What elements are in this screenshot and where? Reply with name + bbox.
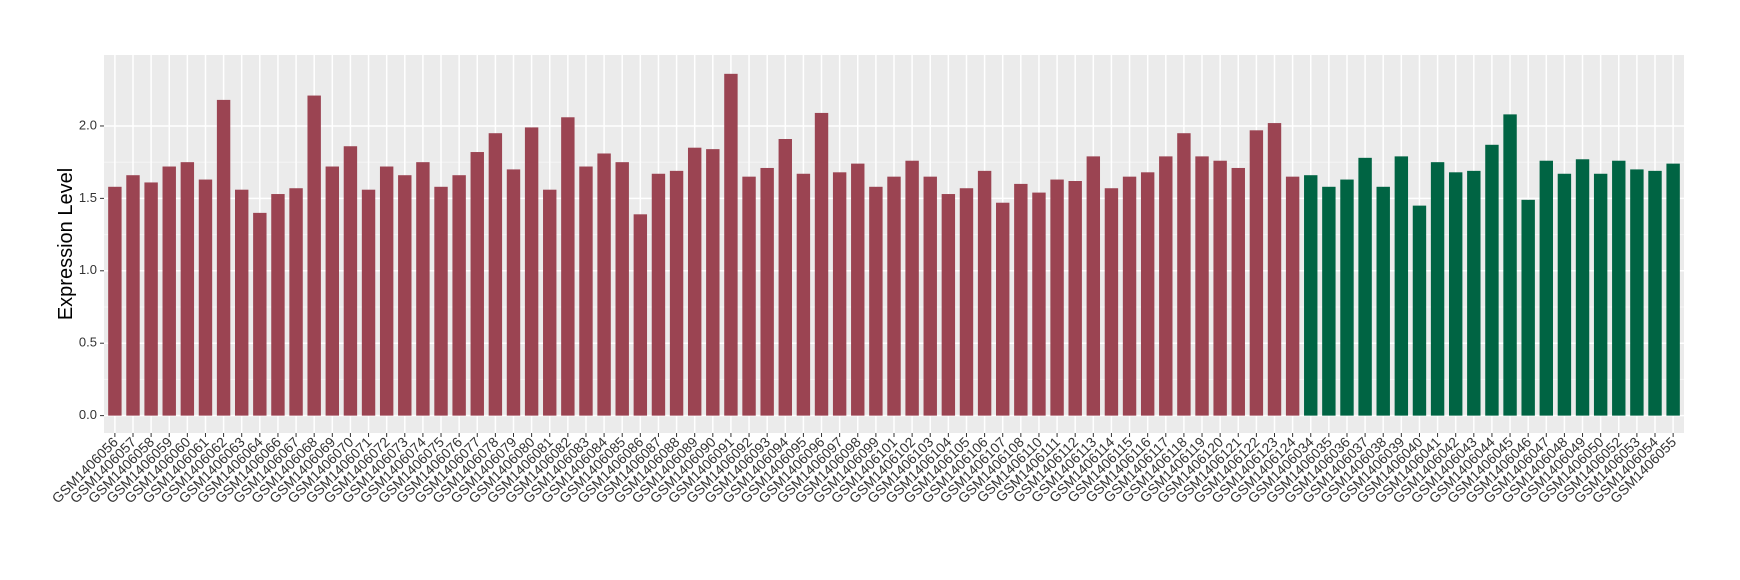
- bar: [452, 175, 466, 416]
- bar: [470, 152, 484, 416]
- bar: [1195, 156, 1209, 416]
- bar: [180, 162, 195, 416]
- bar: [1557, 173, 1572, 416]
- bar: [1503, 114, 1517, 416]
- bar: [289, 188, 303, 416]
- bar: [1412, 205, 1427, 416]
- y-tick-label: 2.0: [79, 117, 97, 132]
- bar: [996, 202, 1010, 416]
- bar: [1285, 176, 1300, 416]
- bar: [1575, 159, 1590, 416]
- bar: [1032, 192, 1046, 416]
- bar: [796, 173, 811, 416]
- y-tick-label: 1.0: [79, 262, 97, 277]
- bar: [706, 149, 720, 416]
- bar: [1249, 130, 1264, 416]
- bar: [1322, 186, 1336, 416]
- bar: [561, 117, 575, 416]
- bar: [1521, 199, 1535, 416]
- bar: [144, 182, 158, 416]
- bar: [1666, 163, 1680, 416]
- bar: [398, 175, 412, 416]
- bar: [579, 166, 593, 416]
- bar: [651, 173, 666, 416]
- bar: [1140, 172, 1155, 416]
- bar: [851, 163, 865, 416]
- bar: [687, 147, 702, 416]
- bar: [307, 95, 321, 416]
- bar: [271, 194, 285, 416]
- bar: [1177, 133, 1191, 416]
- bar: [434, 186, 448, 416]
- bar: [1267, 123, 1282, 416]
- bar: [325, 166, 340, 416]
- bar: [941, 194, 956, 416]
- bar: [488, 133, 503, 416]
- bar: [887, 176, 901, 416]
- bar: [1376, 186, 1390, 416]
- bar: [1467, 170, 1481, 416]
- bar: [1213, 160, 1227, 416]
- bar: [1068, 181, 1082, 416]
- y-tick-label: 0.5: [79, 335, 97, 350]
- bar: [1014, 183, 1028, 416]
- bar: [543, 189, 557, 416]
- bar: [235, 189, 249, 416]
- y-axis-title: Expression Level: [55, 168, 77, 320]
- bar: [814, 112, 829, 416]
- bar: [615, 162, 629, 416]
- bar: [108, 186, 122, 416]
- bar: [1122, 176, 1137, 416]
- bar: [1630, 169, 1644, 416]
- bar: [1394, 156, 1409, 416]
- bar: [977, 170, 992, 416]
- bar: [1648, 170, 1662, 416]
- bar: [1086, 156, 1101, 416]
- bar: [1448, 172, 1463, 416]
- bar: [343, 146, 358, 416]
- bar: [1593, 173, 1608, 416]
- bar: [923, 176, 937, 416]
- bar: [959, 188, 974, 416]
- bar: [778, 139, 792, 416]
- bar: [162, 166, 176, 416]
- bar: [1231, 167, 1245, 416]
- bar: [1612, 160, 1626, 416]
- bar: [1304, 175, 1318, 416]
- bar: [1159, 156, 1173, 416]
- bar: [633, 214, 648, 416]
- bar: [1358, 157, 1372, 416]
- bar: [198, 179, 213, 416]
- bar: [524, 127, 539, 416]
- bar: [379, 166, 394, 416]
- bar: [1340, 179, 1354, 416]
- bar: [1539, 160, 1553, 416]
- bar: [1430, 162, 1445, 416]
- bar: [1104, 188, 1119, 416]
- bar: [216, 99, 231, 416]
- bar: [506, 169, 521, 416]
- bar: [832, 172, 847, 416]
- bar: [1485, 144, 1499, 416]
- bar: [1050, 179, 1064, 416]
- y-tick-label: 1.5: [79, 190, 97, 205]
- bar: [361, 189, 376, 416]
- bar: [416, 162, 430, 416]
- bar: [760, 167, 774, 416]
- bar: [126, 175, 140, 416]
- y-tick-label: 0.0: [79, 407, 97, 422]
- bar: [869, 186, 883, 416]
- bar: [724, 73, 738, 416]
- bar: [597, 153, 611, 416]
- bar: [253, 212, 267, 416]
- bar: [742, 176, 756, 416]
- bar: [669, 170, 684, 416]
- bar: [905, 160, 919, 416]
